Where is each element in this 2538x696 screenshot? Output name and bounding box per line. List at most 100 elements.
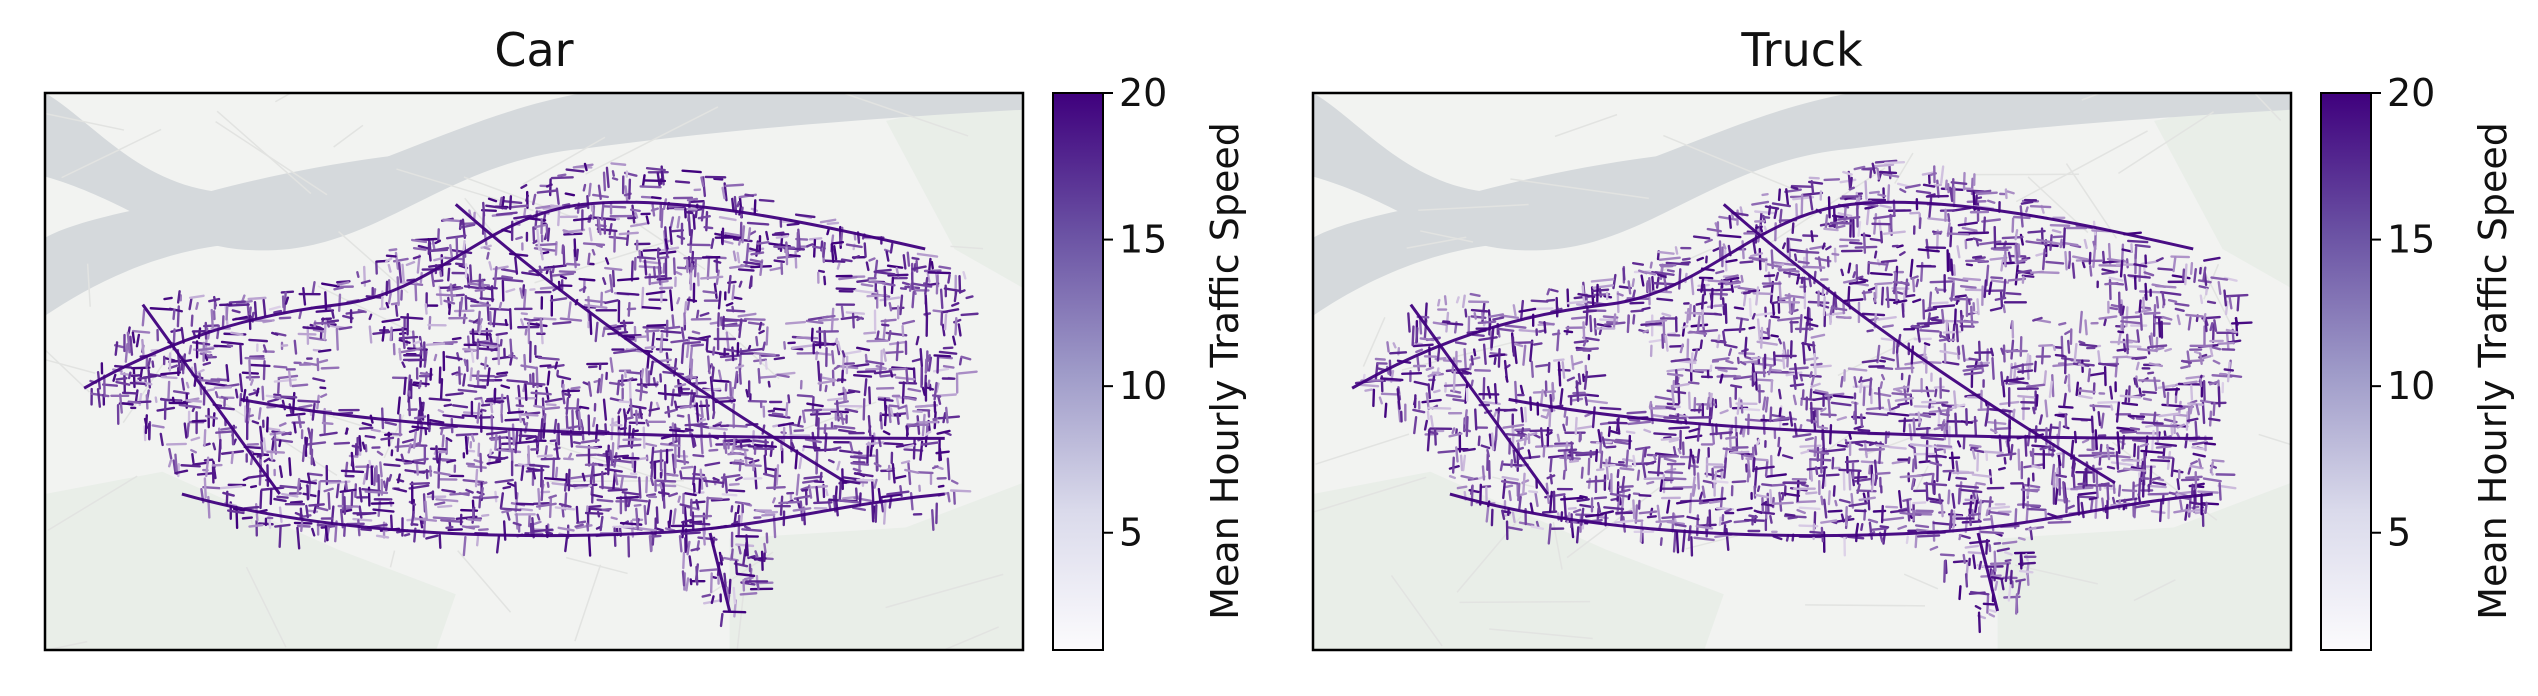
speed-segment: [2054, 487, 2059, 505]
speed-segment: [845, 243, 863, 249]
speed-segment: [1759, 225, 1764, 233]
speed-segment: [141, 308, 146, 327]
speed-segment: [124, 343, 129, 363]
speed-segment: [648, 534, 653, 553]
speed-segment: [474, 396, 483, 401]
speed-segment: [1909, 211, 1921, 215]
speed-segment: [1700, 277, 1705, 293]
speed-segment: [1389, 351, 1408, 355]
speed-segment: [274, 523, 291, 528]
speed-segment: [305, 504, 309, 519]
speed-segment: [1914, 524, 1930, 529]
speed-segment: [845, 311, 866, 315]
speed-segment: [671, 314, 675, 329]
speed-segment: [499, 196, 503, 207]
speed-segment: [1888, 445, 1907, 450]
speed-segment: [189, 294, 205, 299]
speed-segment: [724, 476, 728, 494]
speed-segment: [293, 339, 298, 355]
speed-segment: [1879, 525, 1890, 529]
speed-segment: [1548, 404, 1552, 428]
speed-segment: [192, 341, 211, 346]
speed-segment: [482, 344, 497, 349]
speed-segment: [1993, 541, 2002, 545]
speed-segment: [567, 301, 572, 319]
speed-segment: [875, 268, 892, 273]
speed-segment: [1651, 275, 1655, 293]
speed-segment: [435, 445, 439, 461]
speed-segment: [727, 452, 742, 456]
speed-segment: [2066, 504, 2075, 510]
speed-segment: [313, 504, 318, 514]
speed-segment: [255, 387, 260, 397]
speed-segment: [1534, 492, 1539, 508]
speed-segment: [1675, 499, 1692, 505]
speed-segment: [2225, 293, 2249, 298]
speed-segment: [495, 332, 508, 336]
speed-segment: [680, 343, 685, 365]
speed-segment: [1738, 317, 1743, 334]
speed-segment: [381, 318, 401, 324]
speed-segment: [1585, 399, 1609, 405]
speed-segment: [664, 527, 676, 532]
speed-segment: [741, 528, 763, 532]
speed-segment: [815, 486, 820, 504]
speed-segment: [604, 299, 619, 305]
speed-segment: [469, 304, 491, 308]
speed-segment: [783, 340, 787, 350]
speed-segment: [2049, 223, 2071, 227]
speed-segment: [2176, 314, 2181, 326]
speed-segment: [1860, 522, 1864, 531]
speed-segment: [397, 261, 403, 283]
speed-segment: [257, 407, 262, 420]
speed-segment: [763, 542, 767, 554]
speed-segment: [630, 260, 634, 282]
speed-segment: [247, 474, 266, 479]
speed-segment: [1575, 526, 1580, 544]
speed-segment: [790, 441, 795, 449]
speed-segment: [2018, 569, 2034, 574]
speed-segment: [296, 524, 311, 528]
speed-segment: [926, 354, 932, 363]
speed-segment: [873, 478, 878, 489]
speed-segment: [1443, 295, 1448, 306]
speed-segment: [753, 351, 776, 357]
speed-segment: [2083, 238, 2088, 249]
speed-segment: [813, 480, 825, 484]
speed-segment: [962, 271, 967, 280]
speed-segment: [2208, 380, 2219, 386]
speed-segment: [584, 303, 608, 309]
speed-segment: [1848, 280, 1867, 285]
map-area: [1313, 93, 2291, 650]
speed-segment: [1517, 482, 1521, 502]
speed-segment: [1906, 374, 1911, 393]
speed-segment: [602, 277, 607, 286]
basemap-road: [1663, 134, 1795, 191]
speed-segment: [1784, 188, 1802, 193]
speed-segment: [1411, 325, 1415, 347]
speed-segment: [1790, 417, 1798, 421]
speed-segment: [678, 534, 683, 553]
speed-segment: [2127, 274, 2151, 279]
speed-segment: [1809, 195, 1814, 211]
speed-segment: [1939, 412, 1950, 417]
speed-segment: [1416, 355, 1421, 372]
speed-segment: [558, 270, 577, 274]
speed-segment: [1622, 267, 1626, 281]
speed-segment: [591, 493, 604, 499]
speed-segment: [149, 307, 173, 311]
speed-segment: [1762, 215, 1771, 219]
speed-segment: [2140, 449, 2164, 454]
speed-segment: [368, 313, 373, 321]
speed-segment: [419, 348, 423, 356]
speed-segment: [1418, 316, 1423, 335]
speed-segment: [748, 276, 753, 289]
speed-segment: [693, 522, 711, 526]
speed-segment: [867, 415, 872, 437]
speed-segment: [616, 291, 640, 296]
speed-segment: [744, 193, 755, 198]
speed-segment: [1945, 333, 1950, 342]
speed-segment: [1539, 389, 1544, 407]
speed-segment: [826, 228, 830, 236]
speed-segment: [557, 422, 561, 446]
